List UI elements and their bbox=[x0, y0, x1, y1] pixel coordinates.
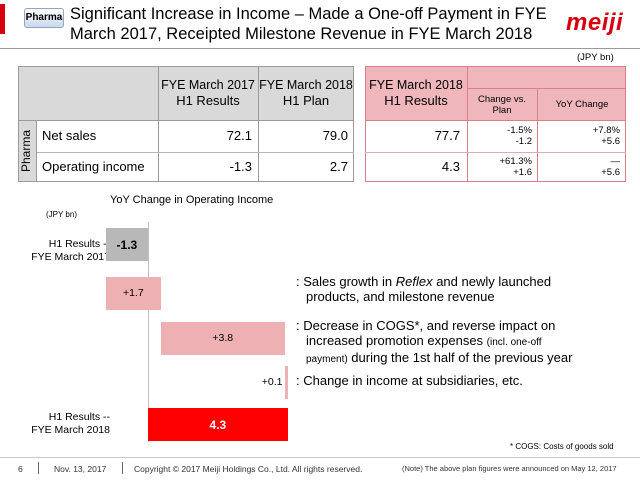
footer-divider bbox=[0, 457, 640, 458]
table-vline bbox=[537, 88, 538, 182]
net-sales-plan: 79.0 bbox=[322, 128, 348, 143]
note-cogs-c-small: payment) bbox=[306, 354, 348, 365]
col-header-fy2017-line2: H1 Results bbox=[176, 93, 240, 108]
waterfall-bar-label-0: -1.3 bbox=[116, 237, 138, 252]
operating-income-yoy-pct: — bbox=[610, 156, 621, 167]
waterfall-bar-label-2: +3.8 bbox=[212, 331, 234, 344]
col-header-change-vs-plan: Change vs. Plan bbox=[477, 94, 527, 116]
table-vline bbox=[258, 66, 259, 182]
operating-income-plan: 2.7 bbox=[329, 159, 348, 174]
table-header-bg bbox=[18, 66, 354, 120]
col-header-yoy-change: YoY Change bbox=[555, 99, 609, 110]
col-header-fy2017-line1: FYE March 2017 bbox=[161, 78, 255, 92]
accent-bar bbox=[0, 4, 5, 34]
cogs-footnote: * COGS: Costs of goods sold bbox=[510, 442, 614, 451]
pharma-side-label: Pharma bbox=[19, 129, 33, 173]
net-sales-fy2017: 72.1 bbox=[226, 128, 252, 143]
net-sales-yoy-pct: +7.8% bbox=[592, 125, 620, 136]
zero-baseline bbox=[148, 222, 149, 442]
net-sales-yoy-abs: +5.6 bbox=[601, 136, 620, 147]
note-sales-growth-c: products, and milestone revenue bbox=[306, 289, 495, 304]
note-cogs-a: : Decrease in COGS*, and reverse impact … bbox=[296, 318, 556, 333]
operating-income-fy2017: -1.3 bbox=[229, 159, 252, 174]
col-header-results-line2: H1 Results bbox=[384, 93, 448, 108]
operating-income-cvp-abs: +1.6 bbox=[513, 167, 532, 178]
table-hline bbox=[365, 152, 626, 153]
net-sales-cvp-pct: -1.5% bbox=[507, 125, 532, 136]
waterfall-bar-4 bbox=[148, 408, 288, 441]
title-line-1: Significant Increase in Income – Made a … bbox=[70, 5, 547, 23]
waterfall-bar-2 bbox=[161, 322, 285, 355]
waterfall-bar-label-3: +0.1 bbox=[261, 375, 283, 388]
col-header-results-line1: FYE March 2018 bbox=[369, 78, 463, 92]
meiji-logo: meiji bbox=[566, 9, 624, 36]
note-cogs-b: increased promotion expenses bbox=[306, 333, 487, 348]
footer-copyright: Copyright © 2017 Meiji Holdings Co., Ltd… bbox=[134, 464, 363, 474]
end-category-label-line1: H1 Results -- bbox=[48, 411, 110, 423]
end-category-label-line2: FYE March 2018 bbox=[31, 424, 110, 436]
start-category-label-line2: FYE March 2017 bbox=[31, 251, 110, 263]
note-subsidiaries: : Change in income at subsidiaries, etc. bbox=[296, 373, 523, 388]
table-hline bbox=[467, 88, 626, 89]
header-divider bbox=[0, 48, 640, 49]
operating-income-yoy-abs: +5.6 bbox=[601, 167, 620, 178]
left-table-border bbox=[18, 66, 354, 182]
note-cogs-small: (incl. one-off bbox=[486, 337, 542, 348]
col-header-plan-line1: FYE March 2018 bbox=[259, 78, 353, 92]
col-header-plan: FYE March 2018 H1 Plan bbox=[258, 78, 354, 108]
operating-income-change-vs-plan: +61.3% +1.6 bbox=[470, 156, 533, 178]
col-header-plan-line2: H1 Plan bbox=[282, 93, 330, 108]
right-table-border bbox=[365, 66, 626, 182]
table-vline bbox=[158, 66, 159, 182]
page-number: 6 bbox=[18, 464, 23, 474]
results-header-bg bbox=[365, 66, 626, 120]
start-category-label-line1: H1 Results -- bbox=[48, 238, 110, 250]
waterfall-bar-label-4: 4.3 bbox=[209, 417, 227, 432]
end-category-label: H1 Results -- FYE March 2018 bbox=[14, 411, 110, 437]
pharma-side-bg bbox=[19, 121, 36, 181]
start-category-label: H1 Results -- FYE March 2017 bbox=[14, 238, 110, 264]
note-sales-growth-b: and newly launched bbox=[432, 274, 552, 289]
waterfall-bar-1 bbox=[105, 277, 161, 310]
table-hline bbox=[18, 120, 354, 121]
page-title: Significant Increase in Income – Made a … bbox=[70, 4, 550, 44]
operating-income-result: 4.3 bbox=[441, 159, 460, 174]
footer-date: Nov. 13, 2017 bbox=[54, 464, 107, 474]
footer-separator bbox=[38, 462, 39, 474]
footer-note: (Note) The above plan figures were annou… bbox=[402, 464, 617, 473]
col-header-results: FYE March 2018 H1 Results bbox=[365, 78, 467, 108]
title-line-2: March 2017, Receipted Milestone Revenue … bbox=[70, 25, 533, 43]
pharma-badge: Pharma bbox=[24, 8, 64, 28]
waterfall-bar-label-1: +1.7 bbox=[123, 286, 144, 299]
col-header-fy2017: FYE March 2017 H1 Results bbox=[158, 78, 258, 108]
row-label-net-sales: Net sales bbox=[42, 128, 97, 143]
table-vline bbox=[36, 121, 37, 182]
net-sales-result: 77.7 bbox=[434, 128, 460, 143]
table-hline bbox=[36, 152, 354, 153]
note-cogs-c: during the 1st half of the previous year bbox=[347, 350, 573, 365]
note-sales-growth-product: Reflex bbox=[395, 274, 433, 289]
note-sales-growth: : Sales growth in Reflex and newly launc… bbox=[296, 274, 636, 304]
operating-income-yoy: — +5.6 bbox=[540, 156, 620, 178]
waterfall-bar-3 bbox=[284, 366, 288, 399]
operating-income-cvp-pct: +61.3% bbox=[499, 156, 533, 167]
chart-unit: (JPY bn) bbox=[46, 210, 77, 219]
net-sales-cvp-abs: -1.2 bbox=[515, 136, 532, 147]
table-unit: (JPY bn) bbox=[577, 52, 614, 63]
waterfall-bar-0 bbox=[105, 228, 148, 261]
row-label-operating-income: Operating income bbox=[42, 159, 145, 174]
footer-separator bbox=[122, 462, 123, 474]
table-vline bbox=[467, 66, 468, 182]
note-sales-growth-a: : Sales growth in bbox=[296, 274, 396, 289]
net-sales-yoy: +7.8% +5.6 bbox=[540, 125, 620, 147]
note-cogs: : Decrease in COGS*, and reverse impact … bbox=[296, 318, 640, 367]
net-sales-change-vs-plan: -1.5% -1.2 bbox=[470, 125, 532, 147]
chart-title: YoY Change in Operating Income bbox=[110, 194, 274, 206]
table-hline bbox=[365, 120, 626, 121]
